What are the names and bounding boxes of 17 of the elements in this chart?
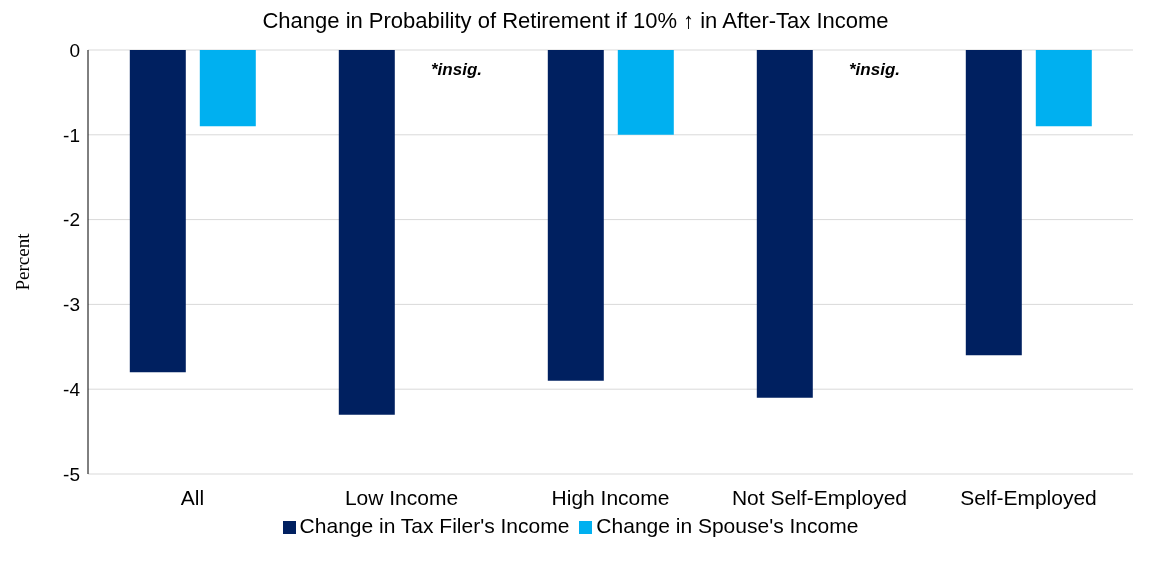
y-tick-label: -5: [63, 463, 80, 485]
chart-title: Change in Probability of Retirement if 10% ↑ in After-Tax Income: [261, 8, 890, 34]
y-tick-label: 0: [69, 39, 80, 61]
annotation: *insig.: [430, 60, 483, 80]
y-axis-title: Percent: [11, 232, 33, 291]
legend-label: Change in Spouse's Income: [596, 514, 859, 537]
y-tick-label: -3: [63, 294, 80, 316]
x-tick-label: Low Income: [344, 485, 459, 509]
x-tick-label: Self-Employed: [960, 485, 1097, 509]
x-tick-label: All: [180, 485, 205, 509]
annotation: *insig.: [848, 60, 901, 80]
x-tick-label: High Income: [551, 485, 670, 509]
y-tick-label: -4: [63, 378, 81, 400]
y-tick-label: -2: [63, 209, 80, 231]
legend-label: Change in Tax Filer's Income: [299, 514, 570, 537]
x-tick-label: Not Self-Employed: [731, 485, 908, 509]
y-tick-label: -1: [63, 124, 80, 146]
